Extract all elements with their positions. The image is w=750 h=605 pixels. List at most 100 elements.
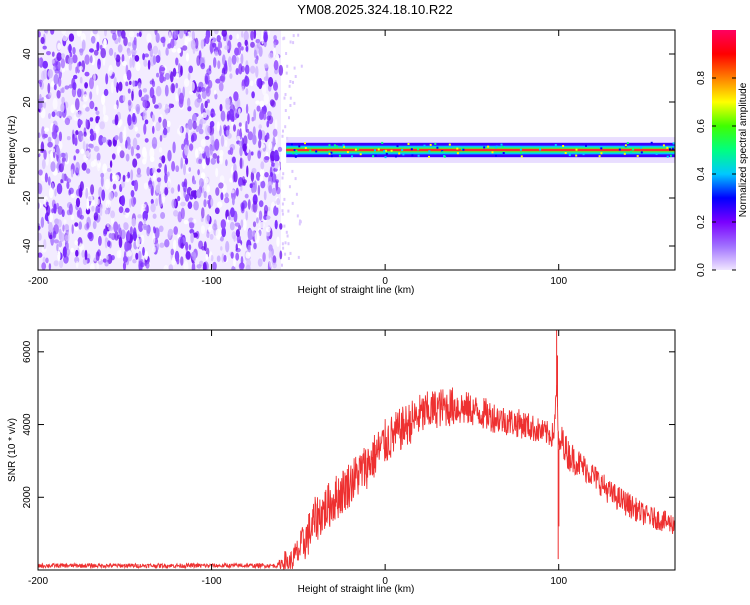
spectrogram-faint-cell xyxy=(286,234,289,238)
spectrogram-noise-cell xyxy=(79,48,84,56)
spectrogram-noise-cell xyxy=(136,167,141,175)
spectrogram-noise-cell xyxy=(42,45,47,50)
spectrogram-noise-cell xyxy=(57,42,62,51)
spectrogram-faint-cell xyxy=(298,222,301,226)
spectrogram-noise-cell xyxy=(173,239,177,251)
spectrogram-noise-cell xyxy=(110,216,115,225)
spectrogram-noise-cell xyxy=(200,225,205,234)
signal-band-cell xyxy=(491,151,494,154)
spectrogram-noise-cell xyxy=(62,224,65,232)
spectrogram-noise-cell xyxy=(251,184,257,193)
spectrogram-noise-cell xyxy=(250,30,255,41)
signal-band-cell xyxy=(495,146,497,149)
spectrogram-noise-cell xyxy=(72,54,78,64)
spectrogram-noise-cell xyxy=(229,216,234,221)
spectrogram-noise-cell xyxy=(206,68,212,75)
spectrogram-noise-cell xyxy=(204,177,209,184)
spectrogram-noise-cell xyxy=(229,34,233,41)
signal-band-cell xyxy=(585,144,587,147)
spectrogram-noise-cell xyxy=(40,216,45,228)
colorbar-tick-label: 0.0 xyxy=(696,263,707,277)
spectrogram-noise-cell xyxy=(209,145,213,155)
spectrogram-noise-cell xyxy=(180,157,183,169)
spectrogram-noise-cell xyxy=(70,247,74,253)
spectrogram-noise-cell xyxy=(106,221,110,228)
spectrogram-noise-cell xyxy=(91,205,95,212)
spectrogram-noise-cell xyxy=(185,251,191,261)
signal-band-cell xyxy=(374,154,377,157)
spectrogram-noise-cell xyxy=(232,197,235,206)
spectrogram-noise-cell xyxy=(260,161,265,170)
signal-band-cell xyxy=(309,149,312,152)
spectrogram-noise-cell xyxy=(87,232,93,240)
spectrogram-xtick-label: -100 xyxy=(202,276,222,287)
spectrogram-noise-cell xyxy=(212,42,217,48)
spectrogram-noise-cell xyxy=(89,77,94,90)
spectrogram-noise-cell xyxy=(235,187,239,197)
spectrogram-faint-cell xyxy=(284,109,287,112)
spectrogram-noise-cell xyxy=(173,210,179,217)
spectrogram-noise-cell xyxy=(252,134,257,145)
spectrogram-noise-cell xyxy=(109,160,113,168)
spectrogram-noise-cell xyxy=(130,190,135,198)
spectrogram-noise-cell xyxy=(118,81,123,92)
signal-band-cell xyxy=(381,141,384,144)
spectrogram-noise-cell xyxy=(94,106,98,111)
spectrogram-noise-cell xyxy=(81,249,86,258)
spectrogram-noise-cell xyxy=(218,82,224,92)
spectrogram-faint-cell xyxy=(289,80,292,83)
spectrogram-noise-cell xyxy=(61,30,67,35)
spectrogram-noise-cell xyxy=(61,53,65,59)
spectrogram-noise-cell xyxy=(215,78,221,84)
signal-band-cell xyxy=(456,152,459,155)
spectrogram-noise-cell xyxy=(108,47,114,56)
spectrogram-noise-cell xyxy=(106,168,112,172)
spectrogram-faint-cell xyxy=(284,93,287,96)
spectrogram-noise-cell xyxy=(198,158,203,164)
spectrogram-noise-cell xyxy=(194,37,199,50)
spectrogram-noise-cell xyxy=(57,205,63,215)
spectrogram-noise-cell xyxy=(55,60,61,71)
spectrogram-noise-cell xyxy=(59,67,66,73)
spectrogram-noise-cell xyxy=(98,135,104,146)
spectrogram-noise-cell xyxy=(164,173,168,184)
spectrogram-faint-cell xyxy=(287,242,290,246)
spectrogram-noise-cell xyxy=(58,141,63,150)
spectrogram-noise-cell xyxy=(61,158,65,168)
spectrogram-faint-cell xyxy=(286,64,289,68)
spectrogram-noise-cell xyxy=(247,131,254,141)
spectrogram-noise-cell xyxy=(164,164,168,176)
spectrogram-noise-cell xyxy=(158,147,163,153)
spectrogram-noise-cell xyxy=(107,240,111,248)
spectrogram-noise-cell xyxy=(38,225,41,230)
spectrogram-noise-cell xyxy=(53,239,60,244)
spectrogram-noise-cell xyxy=(167,43,172,49)
signal-band-cell xyxy=(304,147,307,149)
spectrogram-noise-cell xyxy=(216,255,221,262)
spectrogram-noise-cell xyxy=(201,90,207,100)
spectrogram-noise-cell xyxy=(187,201,193,209)
spectrogram-noise-cell xyxy=(38,57,41,67)
spectrogram-noise-cell xyxy=(236,47,242,56)
spectrogram-noise-cell xyxy=(127,50,132,57)
spectrogram-noise-cell xyxy=(105,237,109,243)
spectrogram-noise-cell xyxy=(72,82,77,90)
spectrogram-noise-cell xyxy=(229,177,233,183)
spectrogram-noise-cell xyxy=(256,38,261,49)
spectrogram-noise-cell xyxy=(225,240,230,253)
spectrogram-noise-cell xyxy=(237,41,242,48)
spectrogram-noise-cell xyxy=(127,143,132,150)
spectrogram-faint-cell xyxy=(282,37,285,41)
spectrogram-noise-cell xyxy=(276,236,280,248)
spectrogram-noise-cell xyxy=(93,129,98,134)
spectrogram-faint-cell xyxy=(288,84,291,88)
signal-band-cell xyxy=(343,145,345,148)
spectrogram-noise-cell xyxy=(144,250,148,261)
signal-band-cell xyxy=(411,154,414,157)
spectrogram-noise-cell xyxy=(155,184,161,194)
spectrogram-noise-cell xyxy=(104,30,107,37)
spectrogram-noise-cell xyxy=(136,133,141,138)
spectrogram-noise-cell xyxy=(89,128,94,135)
spectrogram-noise-cell xyxy=(217,60,221,70)
